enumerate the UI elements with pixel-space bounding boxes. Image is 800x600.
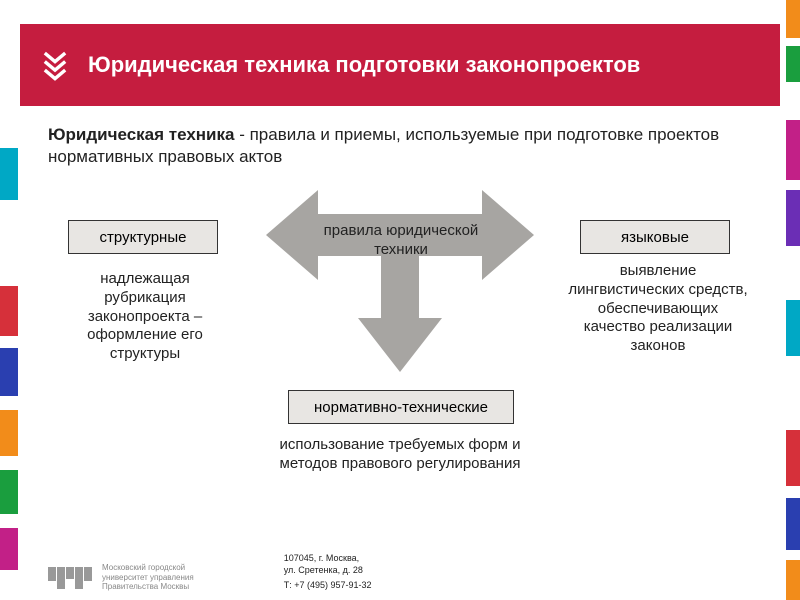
- edge-stripe: [0, 410, 18, 456]
- org-logo: Московский городской университет управле…: [48, 563, 194, 592]
- edge-stripe: [0, 148, 18, 200]
- edge-stripe: [786, 46, 800, 82]
- org-name: Московский городской университет управле…: [102, 563, 194, 592]
- edge-stripe: [0, 348, 18, 396]
- edge-stripe: [0, 470, 18, 514]
- edge-stripe: [786, 560, 800, 600]
- slide-footer: Московский городской университет управле…: [48, 553, 752, 592]
- edge-stripe: [0, 528, 18, 570]
- chevrons-down-icon: [38, 48, 72, 82]
- edge-stripe: [786, 0, 800, 38]
- edge-stripe: [0, 286, 18, 336]
- node-normative-technical: нормативно-технические: [288, 390, 514, 424]
- slide-title: Юридическая техника подготовки законопро…: [88, 52, 640, 78]
- desc-linguistic: выявление лингвистических средств, обесп…: [568, 262, 748, 356]
- edge-stripe: [786, 300, 800, 356]
- logo-mark-icon: [48, 567, 92, 589]
- slide-header: Юридическая техника подготовки законопро…: [20, 24, 780, 106]
- node-linguistic: языковые: [580, 220, 730, 254]
- desc-normative-technical: использование требуемых форм и методов п…: [260, 436, 540, 474]
- definition-text: Юридическая техника - правила и приемы, …: [48, 124, 752, 168]
- three-way-arrow-icon: [266, 180, 534, 386]
- org-address: 107045, г. Москва, ул. Сретенка, д. 28 Т…: [284, 553, 372, 592]
- rules-diagram: правила юридической техники структурные …: [20, 180, 780, 520]
- edge-stripe: [786, 120, 800, 180]
- edge-stripe: [786, 498, 800, 550]
- node-structural: структурные: [68, 220, 218, 254]
- definition-term: Юридическая техника: [48, 125, 234, 144]
- desc-structural: надлежащая рубрикация законопроекта – оф…: [60, 270, 230, 364]
- edge-stripe: [786, 430, 800, 486]
- edge-stripe: [786, 190, 800, 246]
- diagram-center-label: правила юридической техники: [316, 222, 486, 260]
